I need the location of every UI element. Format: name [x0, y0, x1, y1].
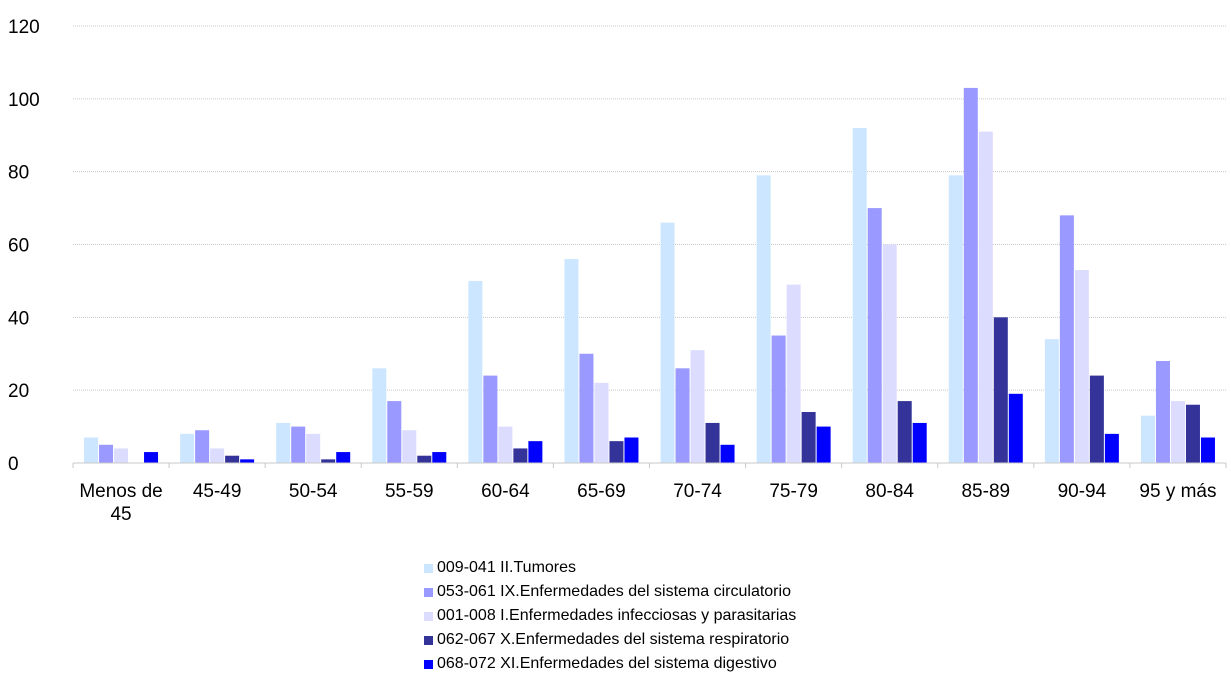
bar [594, 382, 609, 463]
bar [99, 444, 114, 463]
x-axis: Menos de 45 45-49 50-54 55-59 60-64 65-69 70-74… [72, 462, 1227, 525]
bar [786, 284, 801, 463]
legend-swatch [424, 635, 433, 645]
bar [756, 175, 771, 463]
bar [1059, 215, 1074, 463]
legend-swatch [424, 587, 433, 597]
x-tick-label: 65-69 [577, 481, 626, 502]
y-tick-label: 40 [8, 308, 29, 329]
bar [291, 426, 306, 463]
bar [867, 208, 882, 463]
bar [276, 422, 291, 463]
legend-item: 009-041 II.Tumores [424, 556, 984, 580]
legend-swatch [424, 659, 433, 669]
bar [705, 422, 720, 463]
legend-label: 009-041 II.Tumores [437, 559, 577, 576]
y-tick-label: 100 [8, 90, 40, 111]
bar [771, 335, 786, 463]
legend-item: 068-072 XI.Enfermedades del sistema dige… [424, 652, 984, 676]
x-tick-label: 90-94 [1058, 481, 1107, 502]
x-tick-label: 60-64 [481, 481, 530, 502]
legend-swatch [424, 611, 433, 621]
x-tick-label: 95 y más [1139, 481, 1216, 502]
bar [498, 426, 513, 463]
bar [468, 280, 483, 463]
bar [402, 430, 417, 463]
bar [720, 444, 735, 463]
bar [624, 437, 639, 463]
bar [240, 459, 255, 463]
bar [210, 448, 225, 463]
legend-swatch [424, 563, 433, 573]
bar [195, 430, 210, 463]
y-tick-label: 20 [8, 381, 29, 402]
bar [882, 244, 897, 463]
x-tick-label: 75-79 [769, 481, 818, 502]
bar [978, 131, 993, 463]
bar [306, 433, 321, 463]
bar [1089, 375, 1104, 463]
x-tick-label: 80-84 [865, 481, 914, 502]
x-tick-label: 55-59 [385, 481, 434, 502]
x-tick-label: 70-74 [673, 481, 722, 502]
bar [564, 259, 579, 463]
x-tick-label: Menos de 45 [79, 481, 162, 525]
bar [579, 353, 594, 463]
bar [321, 459, 336, 463]
bar [948, 175, 963, 463]
legend-label: 068-072 XI.Enfermedades del sistema dige… [437, 655, 777, 672]
bar [387, 401, 402, 463]
bar [1155, 361, 1170, 463]
bar [1008, 393, 1023, 463]
bars [84, 87, 1215, 464]
legend-item: 001-008 I.Enfermedades infecciosas y par… [424, 604, 984, 628]
bar [1185, 404, 1200, 463]
bar [1170, 401, 1185, 463]
bar [513, 448, 528, 463]
bar [609, 441, 624, 463]
bar [144, 452, 159, 463]
legend-label: 062-067 X.Enfermedades del sistema respi… [437, 631, 790, 648]
bar [84, 437, 99, 463]
bar [417, 455, 432, 463]
bar [852, 127, 867, 463]
bar [897, 401, 912, 463]
y-tick-label: 120 [8, 17, 40, 38]
y-tick-label: 60 [8, 236, 29, 257]
bar [1200, 437, 1215, 463]
bar [114, 448, 129, 463]
bar [528, 441, 543, 463]
bar [1044, 339, 1059, 463]
bar-chart: 0 20 40 60 80 100 120 Menos de 45 45-49 50-54 55-5… [8, 17, 1227, 525]
bar [660, 222, 675, 463]
bar [963, 87, 978, 464]
y-axis: 0 20 40 60 80 100 120 [8, 17, 40, 475]
legend-label: 001-008 I.Enfermedades infecciosas y par… [437, 607, 797, 624]
bar [432, 452, 447, 463]
bar [993, 317, 1008, 463]
x-tick-label: 45-49 [193, 481, 242, 502]
legend-label: 053-061 IX.Enfermedades del sistema circ… [437, 583, 791, 600]
bar [180, 433, 195, 463]
bar [372, 368, 387, 463]
legend-item: 053-061 IX.Enfermedades del sistema circ… [424, 580, 984, 604]
bar [912, 422, 927, 463]
x-tick-label: 85-89 [961, 481, 1010, 502]
bar [225, 455, 240, 463]
bar [1140, 415, 1155, 463]
legend-item: 062-067 X.Enfermedades del sistema respi… [424, 628, 984, 652]
x-tick-label: 50-54 [289, 481, 338, 502]
bar [483, 375, 498, 463]
bar [690, 350, 705, 463]
bar [1074, 269, 1089, 463]
bar [1104, 433, 1119, 463]
y-tick-label: 80 [8, 163, 29, 184]
gridlines [73, 25, 1226, 391]
y-tick-label: 0 [8, 454, 19, 475]
legend: 009-041 II.Tumores 053-061 IX.Enfermedade… [424, 556, 984, 676]
bar [816, 426, 831, 463]
bar [336, 452, 351, 463]
bar [801, 412, 816, 463]
bar [675, 368, 690, 463]
